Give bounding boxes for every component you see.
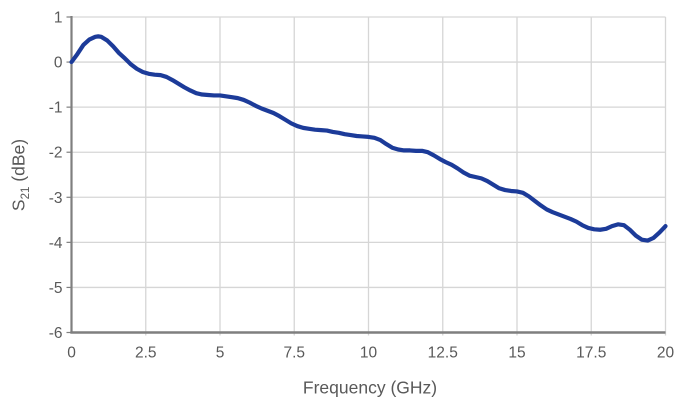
y-tick-label: -4 — [49, 235, 63, 252]
x-tick-label: 15 — [508, 345, 525, 362]
x-tick-label: 12.5 — [428, 345, 458, 362]
s21-curve — [69, 34, 668, 243]
y-tick-label: -6 — [49, 325, 63, 342]
x-tick-label: 2.5 — [135, 345, 157, 362]
y-tick-label: 1 — [54, 10, 63, 27]
y-tick-label: -1 — [49, 100, 63, 117]
y-tick-label: -2 — [49, 145, 63, 162]
x-tick-label: 20 — [657, 345, 675, 362]
x-tick-label: 0 — [67, 345, 76, 362]
y-axis-title: S21 (dBe) — [8, 138, 33, 212]
y-axis-title-units: (dBe) — [8, 138, 29, 187]
x-tick-label: 7.5 — [283, 345, 305, 362]
x-axis-title: Frequency (GHz) — [302, 377, 438, 398]
x-tick-label: 5 — [216, 345, 225, 362]
x-tick-label: 10 — [360, 345, 378, 362]
y-axis-title-base: S — [8, 199, 29, 212]
x-tick-label: 17.5 — [576, 345, 606, 362]
y-tick-label: 0 — [54, 55, 63, 72]
y-axis-title-subscript: 21 — [20, 186, 32, 200]
y-tick-label: -3 — [49, 190, 63, 207]
y-tick-label: -5 — [49, 280, 63, 297]
